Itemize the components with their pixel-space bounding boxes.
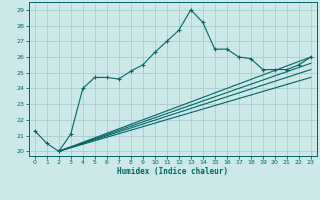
X-axis label: Humidex (Indice chaleur): Humidex (Indice chaleur) — [117, 167, 228, 176]
